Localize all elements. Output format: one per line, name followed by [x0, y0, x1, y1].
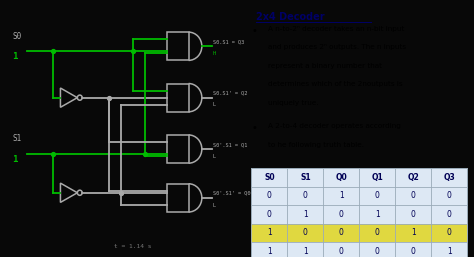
Text: 0: 0	[375, 191, 380, 200]
Text: •: •	[252, 26, 257, 36]
Text: L: L	[213, 203, 216, 208]
Text: S0.S1 = Q3: S0.S1 = Q3	[213, 39, 244, 44]
Text: 1: 1	[267, 228, 272, 237]
Text: 1: 1	[12, 155, 18, 164]
Text: 0: 0	[339, 228, 344, 237]
Text: 2x4 Decoder: 2x4 Decoder	[256, 12, 325, 22]
Text: Q2: Q2	[407, 173, 419, 182]
Text: 1: 1	[411, 228, 416, 237]
Text: S0.S1' = Q2: S0.S1' = Q2	[213, 91, 247, 96]
Text: H: H	[213, 51, 216, 56]
Text: 1: 1	[303, 210, 308, 219]
Text: Q0: Q0	[336, 173, 347, 182]
Text: S1: S1	[300, 173, 310, 182]
Text: 1: 1	[12, 52, 18, 61]
Text: Q3: Q3	[443, 173, 455, 182]
Text: 1: 1	[375, 210, 380, 219]
Text: determines which of the 2noutputs is: determines which of the 2noutputs is	[267, 81, 402, 87]
Text: 0: 0	[339, 247, 344, 256]
Text: 0: 0	[303, 191, 308, 200]
Text: S0: S0	[264, 173, 275, 182]
Text: 0: 0	[447, 228, 452, 237]
Text: Q1: Q1	[372, 173, 383, 182]
Text: 0: 0	[267, 191, 272, 200]
Text: represent a binary number that: represent a binary number that	[267, 63, 382, 69]
Text: S0: S0	[12, 32, 21, 41]
Text: 0: 0	[375, 228, 380, 237]
Text: uniquely true.: uniquely true.	[267, 100, 318, 106]
Text: to he following truth table.: to he following truth table.	[267, 142, 364, 148]
Text: L: L	[213, 103, 216, 107]
Text: 1: 1	[303, 247, 308, 256]
Text: 1: 1	[267, 247, 272, 256]
Text: 0: 0	[411, 210, 416, 219]
Text: 0: 0	[447, 191, 452, 200]
Text: 0: 0	[447, 210, 452, 219]
Text: 0: 0	[303, 228, 308, 237]
Text: L: L	[213, 154, 216, 159]
Text: •: •	[252, 123, 257, 133]
Text: A 2-to-4 decoder operates according: A 2-to-4 decoder operates according	[267, 123, 401, 129]
Text: S0'.S1 = Q1: S0'.S1 = Q1	[213, 142, 247, 147]
Text: S1: S1	[12, 134, 21, 143]
Text: 0: 0	[411, 191, 416, 200]
Text: 1: 1	[339, 191, 344, 200]
Text: 1: 1	[447, 247, 452, 256]
Text: A n-to-2ⁿ decoder takes an n-bit input: A n-to-2ⁿ decoder takes an n-bit input	[267, 26, 404, 32]
Text: 0: 0	[411, 247, 416, 256]
Text: and produces 2ⁿ outputs. The n inputs: and produces 2ⁿ outputs. The n inputs	[267, 44, 406, 50]
Text: S0'.S1' = Q0: S0'.S1' = Q0	[213, 191, 250, 196]
Text: 0: 0	[267, 210, 272, 219]
Polygon shape	[252, 168, 467, 257]
Polygon shape	[252, 224, 467, 242]
Text: t = 1.14 s: t = 1.14 s	[114, 244, 152, 249]
Text: 0: 0	[375, 247, 380, 256]
Text: 0: 0	[339, 210, 344, 219]
